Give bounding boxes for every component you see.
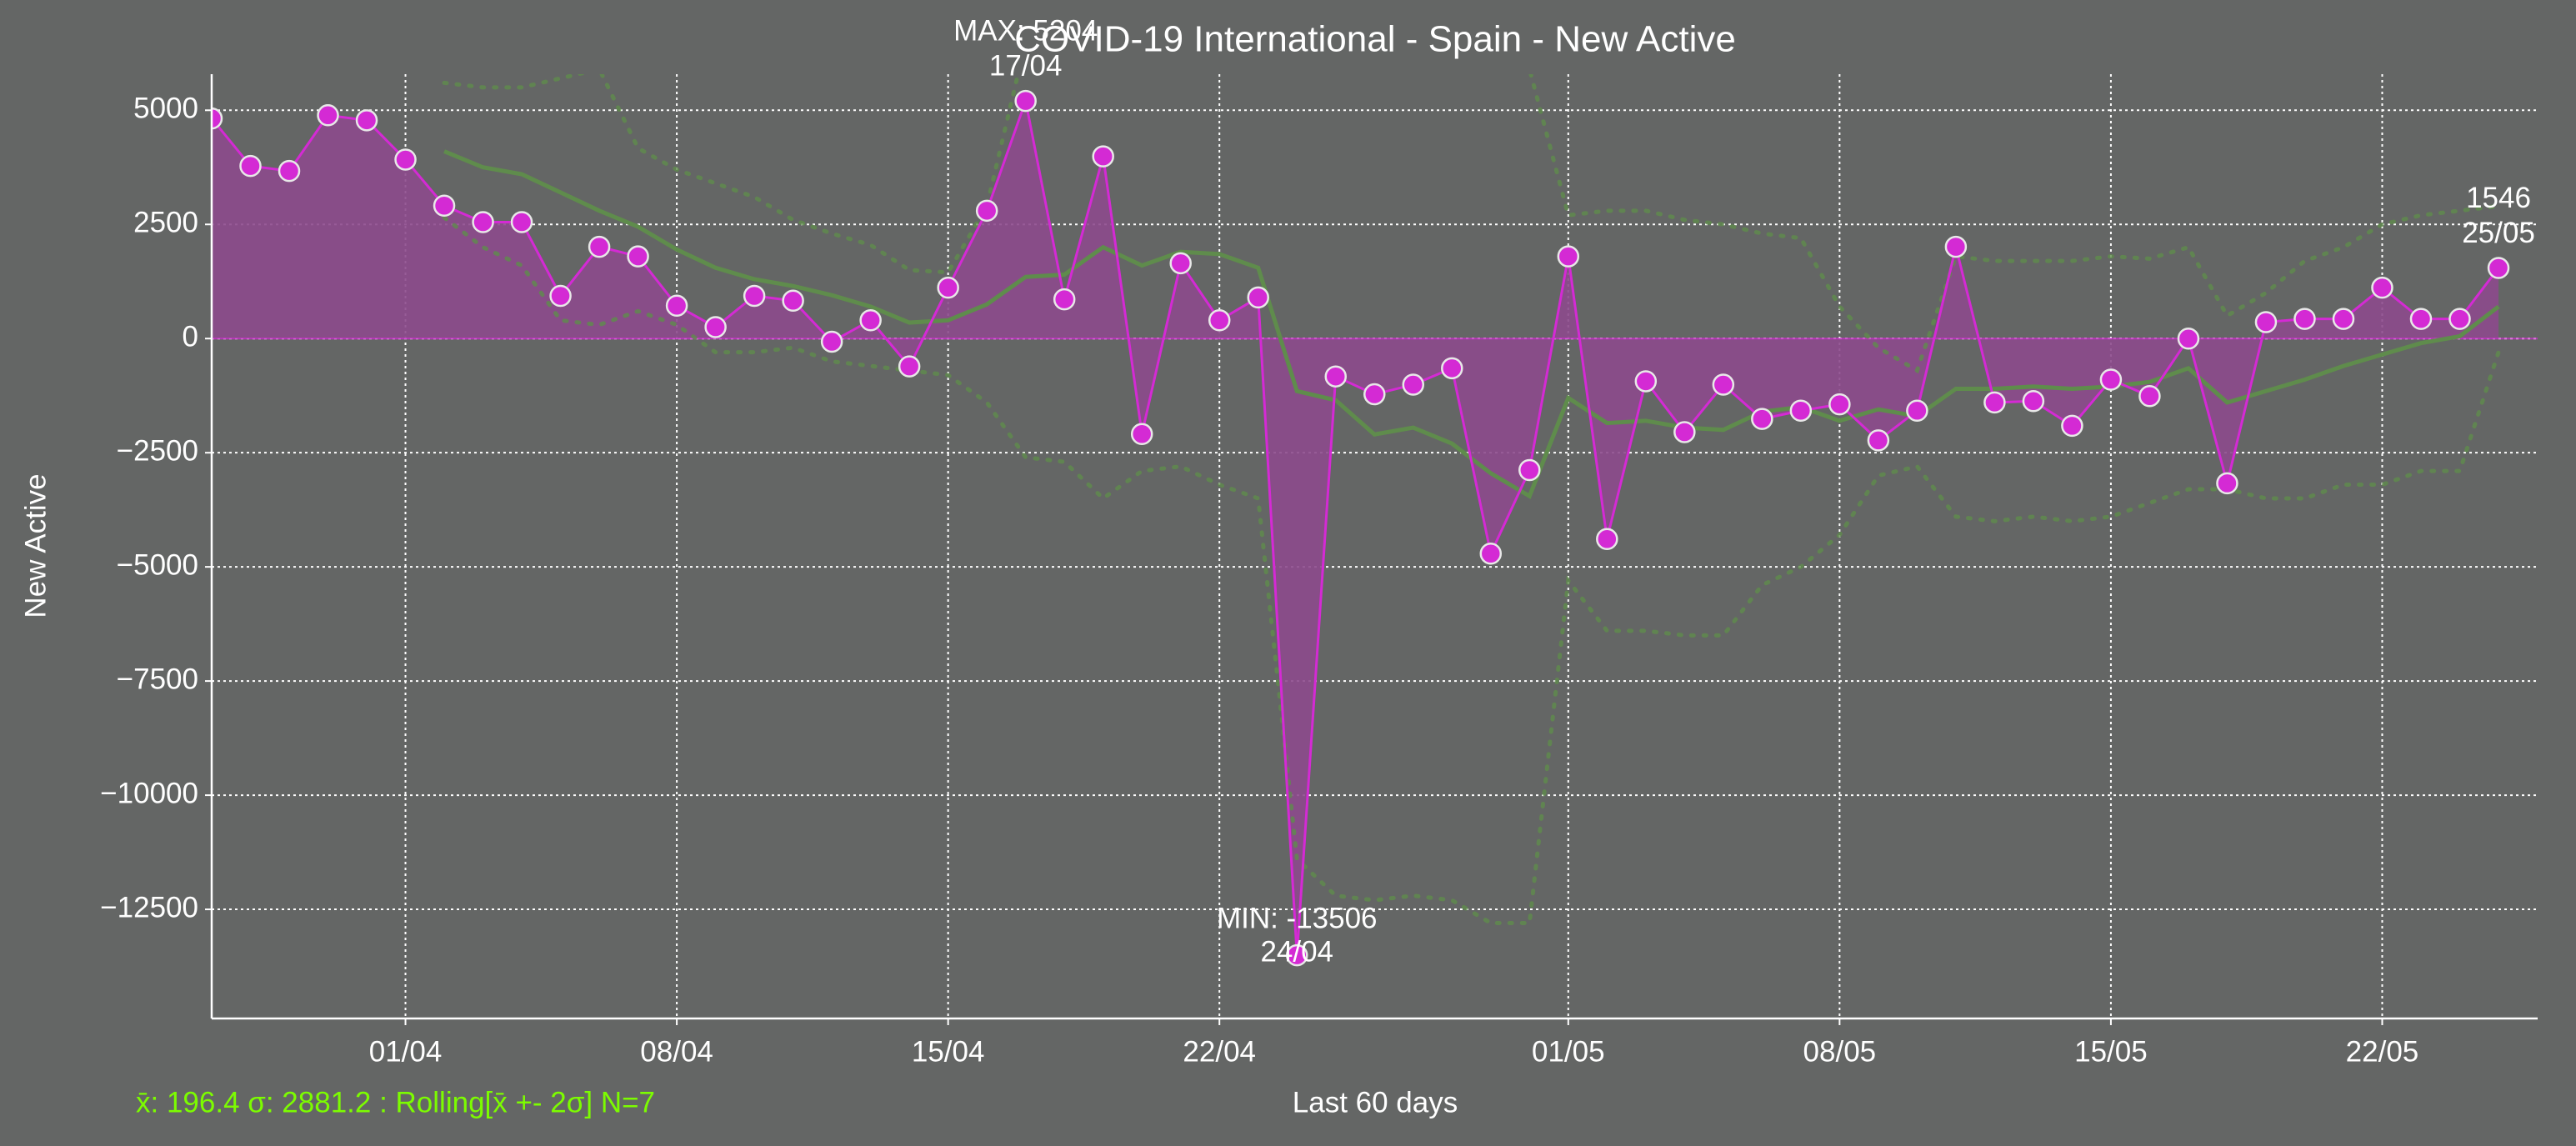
data-point (1789, 399, 1813, 423)
annotation-date: 17/04 (989, 49, 1063, 82)
data-point (2409, 308, 2433, 330)
data-point (212, 107, 223, 130)
data-point (1906, 399, 1928, 423)
data-point (1169, 252, 1192, 275)
plot-area (212, 74, 2538, 967)
data-point (2022, 390, 2045, 413)
data-point (898, 355, 921, 378)
x-tick-label: 08/04 (640, 1035, 713, 1068)
data-point (588, 235, 611, 258)
x-tick-label: 08/05 (1803, 1035, 1877, 1068)
data-point (704, 316, 727, 338)
data-point (2061, 414, 2083, 438)
data-point (1557, 245, 1580, 268)
data-point (433, 194, 456, 218)
y-tick-label: 0 (183, 320, 198, 353)
y-tick-label: −12500 (100, 891, 198, 923)
data-point (1092, 145, 1114, 168)
x-tick-label: 01/04 (369, 1035, 443, 1068)
y-tick-label: −2500 (117, 434, 198, 467)
data-point (665, 294, 688, 318)
x-tick-label: 22/05 (2346, 1035, 2419, 1068)
data-point (2332, 308, 2355, 330)
data-point (1596, 528, 1618, 550)
chart-title: COVID-19 International - Spain - New Act… (1014, 19, 1736, 60)
data-point (2448, 308, 2471, 330)
data-point (743, 284, 766, 308)
rolling-band-line (442, 215, 2501, 925)
data-point (1944, 235, 1968, 258)
data-point (2254, 311, 2278, 333)
x-axis-label: Last 60 days (1293, 1086, 1458, 1118)
x-tick-label: 01/05 (1532, 1035, 1605, 1068)
y-axis-label: New Active (19, 473, 52, 618)
annotation-label: MAX: 5204 (953, 14, 1098, 47)
data-point (394, 148, 417, 171)
data-point (975, 199, 998, 223)
data-point (2177, 327, 2200, 350)
y-tick-label: 5000 (133, 93, 198, 125)
data-point (1324, 365, 1347, 388)
data-point (820, 330, 843, 353)
data-point (1247, 286, 1269, 309)
data-point (278, 159, 301, 183)
data-point (2293, 308, 2316, 330)
data-point (2371, 276, 2393, 299)
x-tick-label: 15/05 (2074, 1035, 2148, 1068)
data-point (1363, 383, 1386, 406)
data-point (1053, 288, 1076, 311)
data-point (1402, 373, 1425, 396)
area-fill (212, 101, 2498, 956)
y-tick-label: 2500 (133, 207, 198, 239)
data-point (859, 309, 882, 332)
data-point (1712, 373, 1735, 396)
data-point (1208, 309, 1231, 332)
data-point (317, 104, 339, 127)
data-point (1130, 423, 1153, 445)
y-tick-label: −5000 (117, 548, 198, 581)
data-point (1479, 543, 1503, 565)
data-point (1867, 429, 1890, 452)
data-point (2487, 257, 2510, 279)
data-point (1441, 357, 1463, 380)
data-point (239, 154, 262, 178)
data-point (472, 211, 494, 233)
x-tick-label: 15/04 (912, 1035, 985, 1068)
data-point (1983, 391, 2006, 414)
y-tick-label: −10000 (100, 777, 198, 809)
data-point (627, 245, 649, 268)
data-point (1673, 421, 1696, 443)
data-point (782, 289, 804, 312)
data-point (2099, 368, 2123, 391)
data-point (2216, 472, 2238, 495)
data-point (2138, 385, 2161, 408)
data-point (1518, 458, 1541, 482)
data-point (1751, 408, 1773, 430)
data-point (355, 109, 378, 132)
y-tick-label: −7500 (117, 663, 198, 695)
data-point (1828, 393, 1851, 416)
x-tick-label: 22/04 (1183, 1035, 1256, 1068)
data-point (1285, 943, 1308, 967)
annotation-date: 24/04 (1260, 935, 1333, 968)
data-point (1014, 89, 1037, 113)
annotation-label: MIN: -13506 (1217, 902, 1378, 934)
annotation-label: 1546 (2466, 182, 2531, 214)
data-point (1634, 370, 1658, 393)
footer-stats: x̄: 196.4 σ: 2881.2 : Rolling[x̄ +- 2σ] … (136, 1086, 655, 1118)
data-point (549, 284, 572, 308)
data-point (937, 276, 959, 299)
data-point (510, 211, 533, 233)
annotation-date: 25/05 (2462, 217, 2535, 249)
